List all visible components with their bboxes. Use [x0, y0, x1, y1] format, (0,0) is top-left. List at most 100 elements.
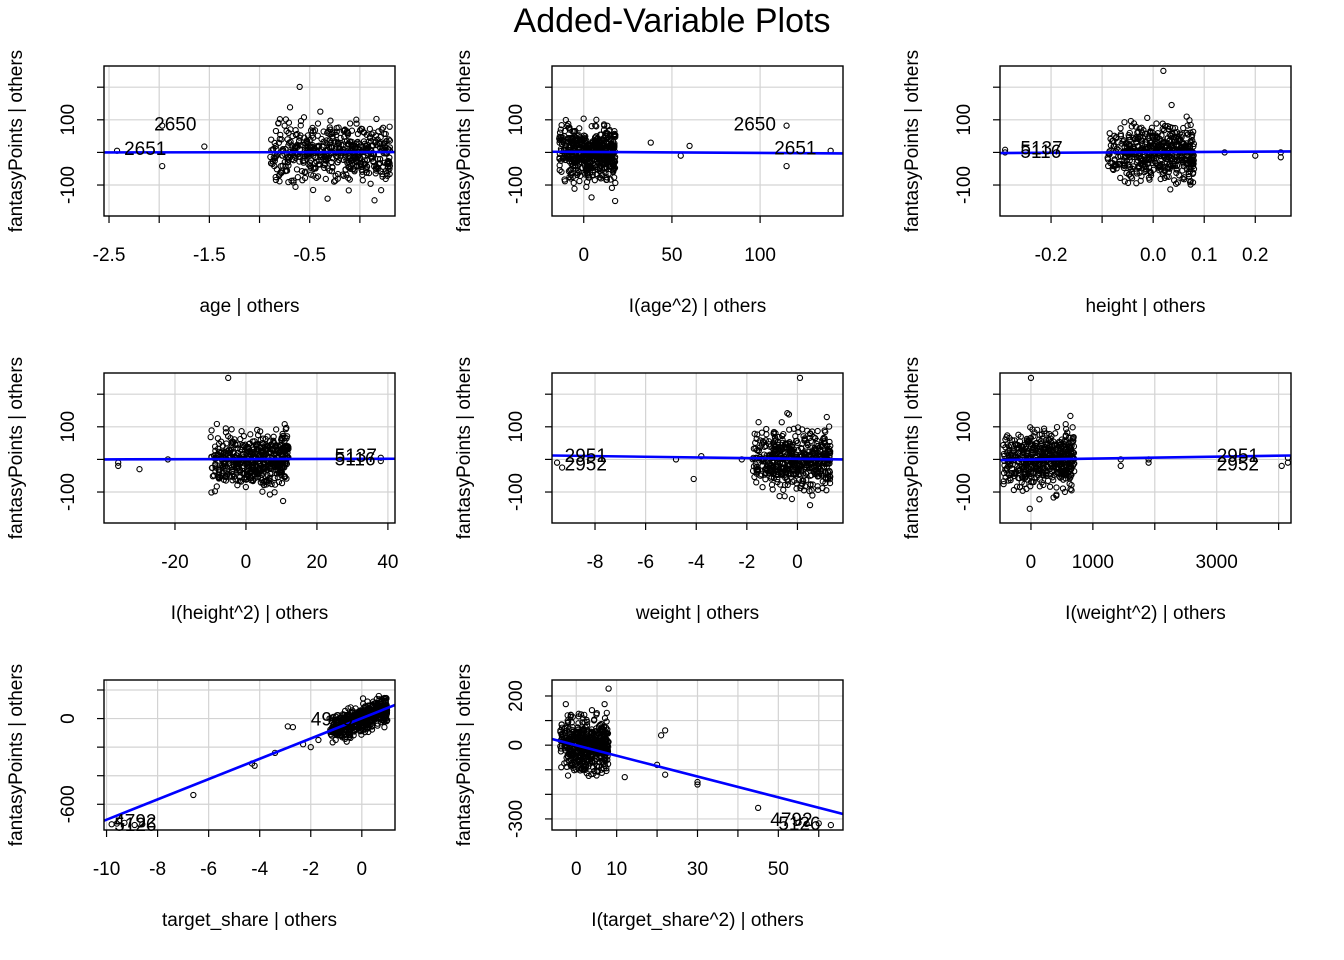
- data-point: [299, 177, 306, 184]
- data-point: [358, 731, 365, 738]
- point-label: 4969: [311, 710, 353, 731]
- x-tick-label: -2: [302, 859, 319, 880]
- plot-frame: [551, 372, 844, 524]
- data-points: [556, 115, 834, 205]
- data-point: [276, 178, 283, 185]
- data-point: [270, 450, 278, 457]
- data-point: [1041, 443, 1048, 451]
- data-point: [288, 142, 295, 149]
- data-point: [1067, 412, 1074, 420]
- data-point: [1000, 480, 1007, 488]
- data-point: [278, 472, 285, 479]
- data-point: [1153, 143, 1161, 151]
- data-point: [580, 739, 588, 747]
- data-point: [272, 176, 280, 184]
- data-point: [1068, 487, 1075, 494]
- x-tick-label: 0: [792, 552, 803, 573]
- data-point: [1189, 131, 1196, 139]
- data-point: [806, 501, 814, 509]
- data-point: [1187, 121, 1194, 129]
- data-point: [777, 445, 785, 452]
- data-point: [783, 122, 790, 129]
- data-point: [207, 433, 214, 441]
- data-point: [573, 749, 580, 757]
- data-point: [779, 436, 786, 444]
- data-point: [1148, 124, 1156, 131]
- y-tick-label: -100: [954, 166, 975, 204]
- data-point: [1157, 175, 1164, 183]
- data-point: [605, 685, 612, 692]
- data-point: [386, 137, 394, 144]
- data-point: [566, 725, 573, 732]
- data-point: [328, 718, 336, 725]
- x-tick-label: 30: [687, 859, 708, 880]
- data-point: [1145, 459, 1152, 466]
- data-point: [783, 162, 790, 170]
- data-point: [657, 732, 665, 739]
- data-point: [281, 122, 288, 129]
- data-point: [1019, 487, 1026, 494]
- data-point: [354, 130, 362, 138]
- data-point: [307, 171, 315, 178]
- data-point: [271, 481, 279, 488]
- data-point: [755, 447, 763, 454]
- data-point: [245, 445, 252, 452]
- data-point: [1133, 180, 1140, 187]
- data-point: [770, 469, 778, 477]
- data-point: [694, 778, 701, 786]
- data-point: [262, 435, 269, 443]
- data-point: [359, 727, 366, 734]
- data-point: [1053, 491, 1060, 498]
- data-point: [1061, 447, 1069, 454]
- data-point: [271, 489, 278, 496]
- x-tick-label: -2.5: [93, 245, 126, 266]
- data-point: [1036, 496, 1043, 503]
- data-point: [603, 736, 610, 743]
- data-point: [1117, 125, 1124, 132]
- data-point: [278, 445, 285, 453]
- data-point: [757, 437, 764, 444]
- data-point: [798, 426, 806, 433]
- data-point: [374, 720, 381, 727]
- data-point: [753, 435, 760, 443]
- data-point: [601, 762, 609, 769]
- data-point: [610, 143, 617, 150]
- data-point: [307, 743, 314, 751]
- data-point: [583, 716, 590, 724]
- data-point: [1046, 447, 1053, 454]
- point-label: 5116: [1020, 142, 1061, 163]
- data-point: [566, 173, 573, 181]
- data-point: [247, 469, 254, 477]
- data-point: [343, 738, 350, 745]
- data-point: [234, 441, 241, 448]
- data-point: [827, 821, 835, 829]
- data-point: [567, 134, 574, 142]
- data-point: [212, 467, 219, 475]
- x-tick-label: -8: [587, 552, 604, 573]
- data-point: [786, 426, 793, 433]
- data-point: [800, 433, 807, 440]
- data-point: [382, 130, 389, 138]
- data-point: [1058, 444, 1065, 451]
- data-point: [373, 695, 380, 703]
- regression-line: [1000, 454, 1291, 462]
- data-point: [212, 464, 219, 471]
- data-point: [1036, 436, 1043, 443]
- data-point: [1160, 138, 1167, 145]
- data-point: [304, 132, 312, 139]
- data-point: [599, 137, 606, 144]
- data-point: [815, 820, 822, 827]
- x-tick-label: 3000: [1196, 552, 1238, 573]
- data-point: [345, 724, 352, 731]
- data-point: [826, 479, 834, 487]
- y-axis-label: fantasyPoints | others: [454, 50, 475, 232]
- plot-frame: [103, 372, 396, 524]
- data-point: [569, 128, 576, 135]
- data-point: [341, 133, 348, 140]
- x-tick-label: 0.2: [1242, 245, 1268, 266]
- data-point: [377, 140, 384, 148]
- x-tick-label: 20: [306, 552, 327, 573]
- data-point: [686, 142, 693, 150]
- y-tick-label: -100: [954, 473, 975, 511]
- data-point: [1063, 425, 1070, 433]
